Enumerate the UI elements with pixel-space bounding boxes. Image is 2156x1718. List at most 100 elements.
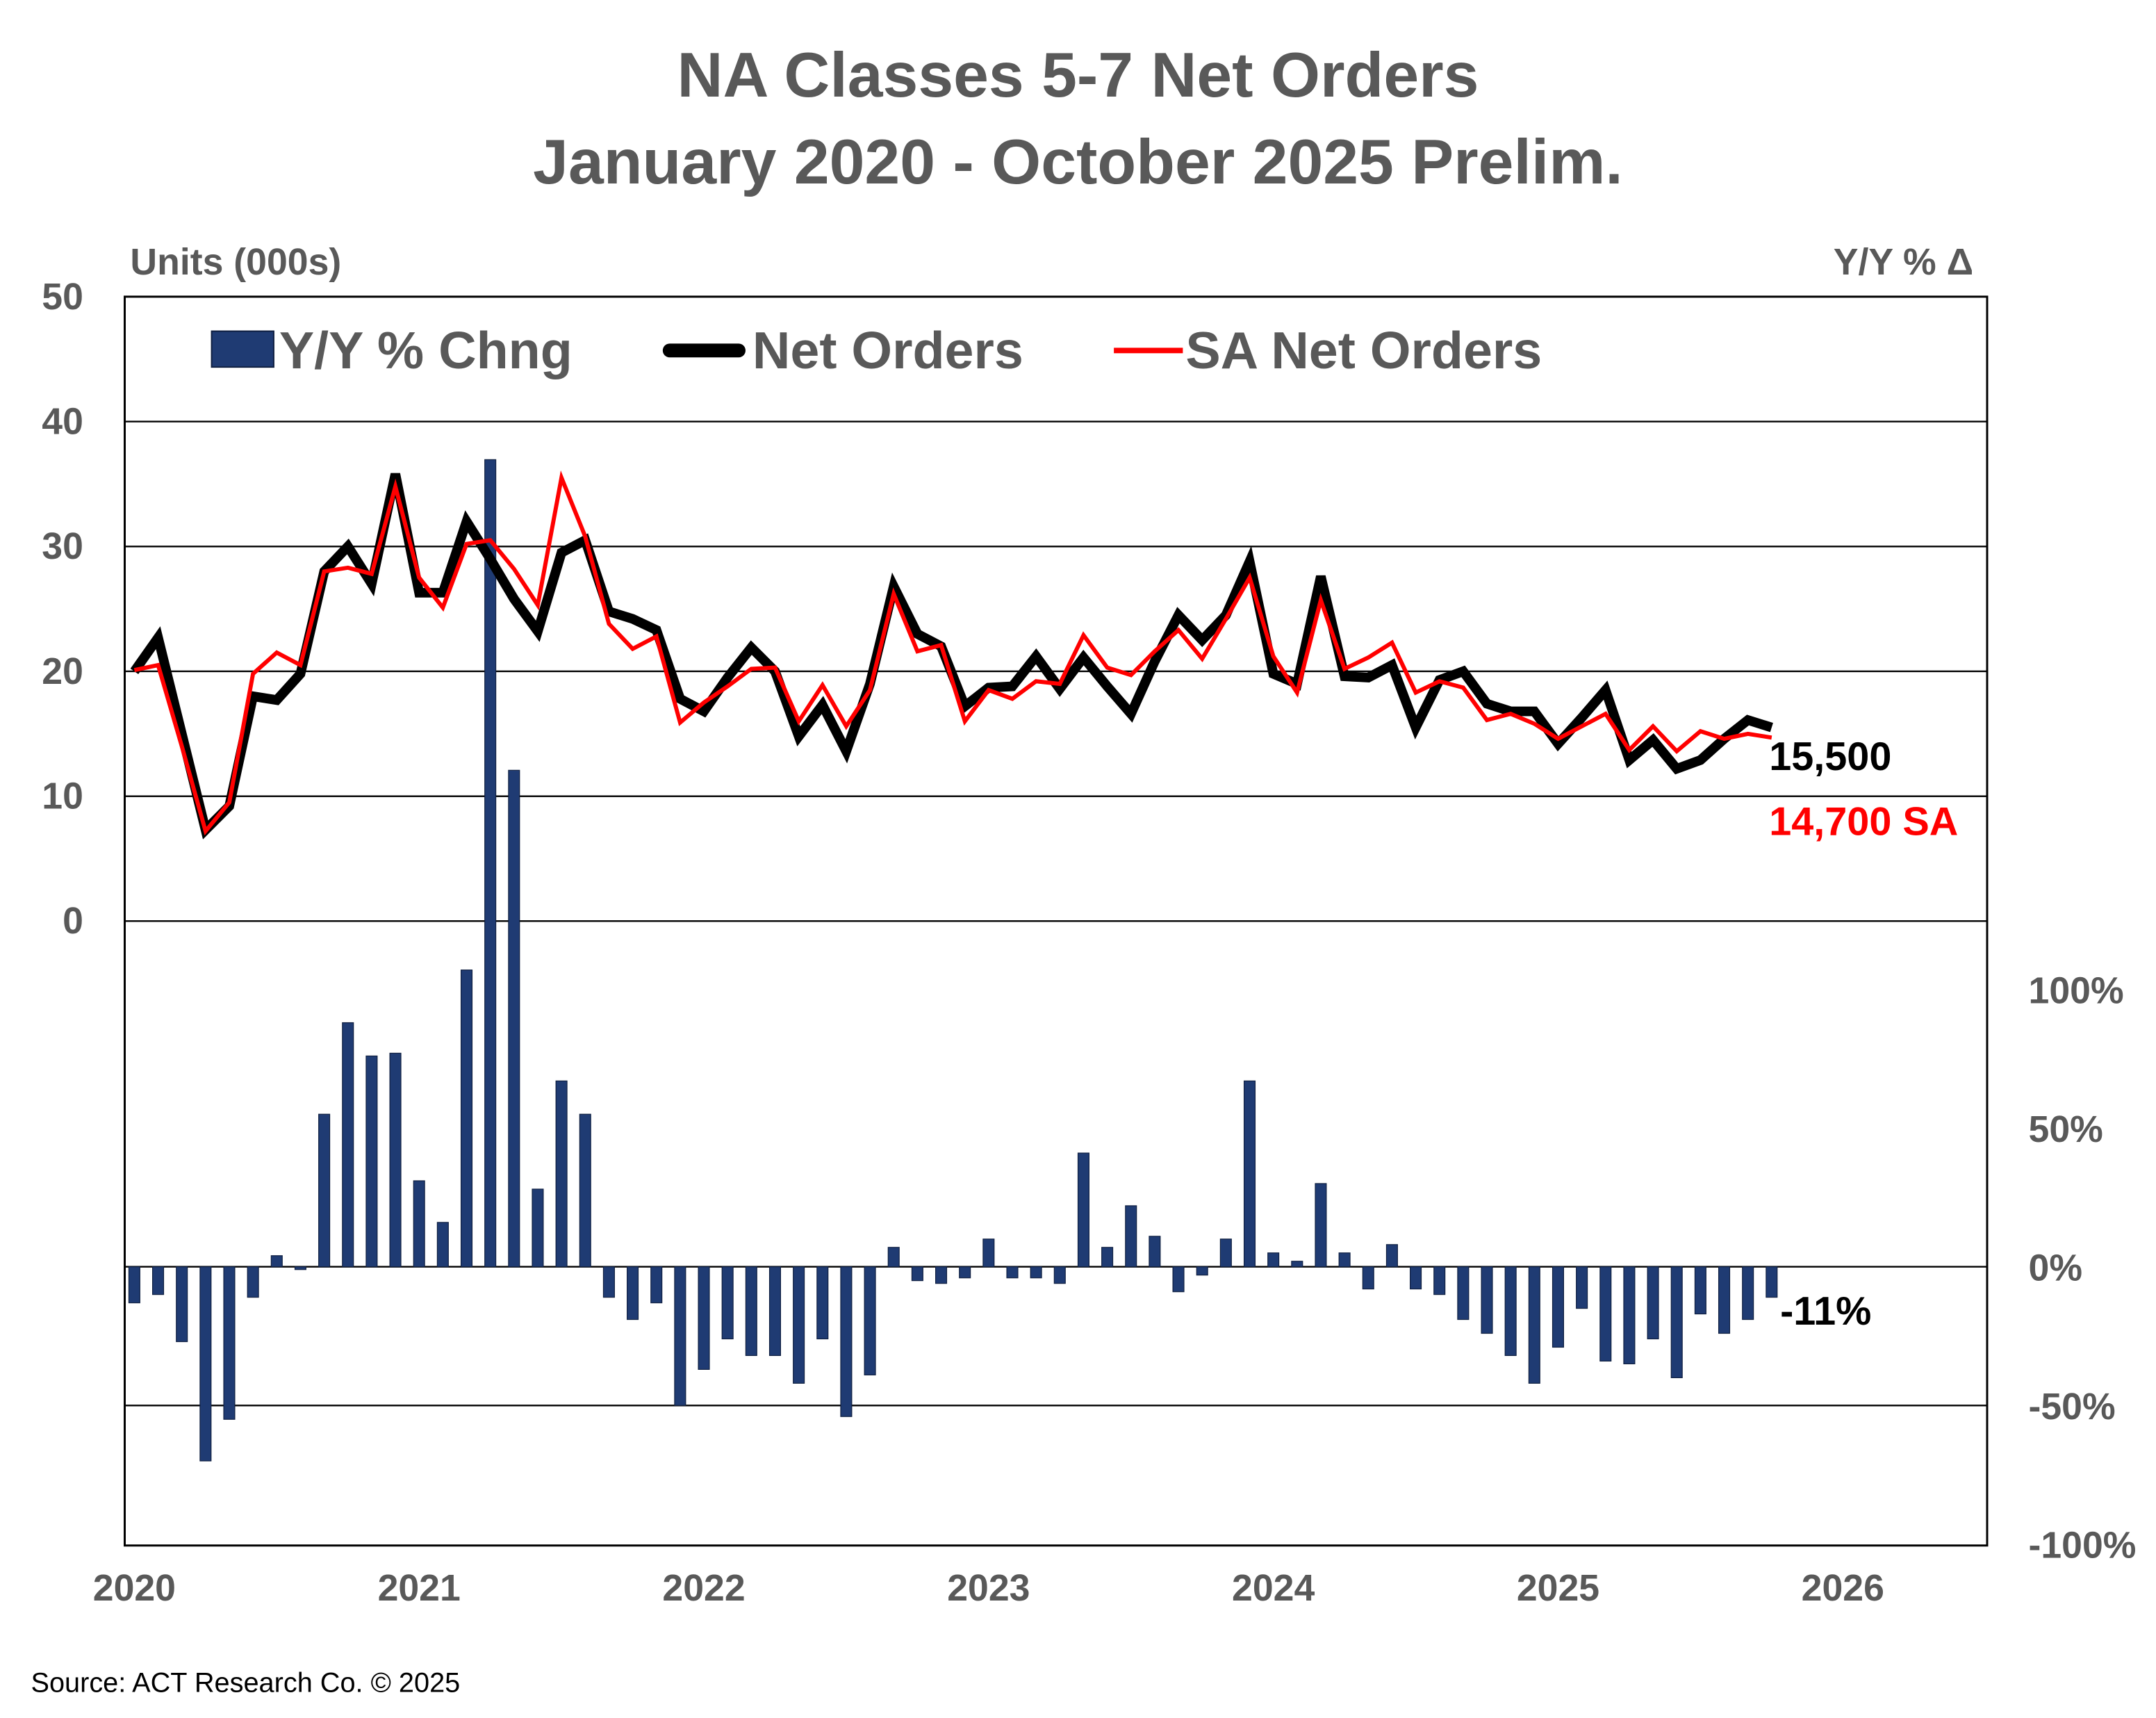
yoy-bar: [793, 1266, 805, 1384]
yoy-bar: [935, 1266, 948, 1284]
yoy-bar: [294, 1266, 306, 1270]
yoy-bar: [982, 1238, 995, 1268]
yoy-bar: [1196, 1266, 1208, 1276]
yoy-bar: [1599, 1266, 1612, 1362]
order-lines: [130, 470, 1773, 840]
yoy-bar: [959, 1266, 971, 1279]
yoy-bar: [247, 1266, 259, 1298]
left-tick-label: 40: [42, 400, 83, 442]
yoy-bar: [816, 1266, 829, 1340]
legend-swatch-bars: [211, 330, 274, 368]
yoy-bar: [1219, 1238, 1232, 1268]
left-tick-label: 10: [42, 776, 83, 817]
legend-label-net: Net Orders: [752, 321, 1023, 379]
yoy-bar: [270, 1255, 283, 1268]
yoy-bar: [1504, 1266, 1517, 1357]
right-axis-label: Y/Y % Δ: [1834, 241, 1973, 283]
yoy-bar: [413, 1180, 425, 1268]
yoy-bar: [555, 1080, 568, 1268]
right-tick-label: -50%: [2029, 1386, 2116, 1427]
yoy-bar: [1315, 1183, 1327, 1268]
yoy-bar: [650, 1266, 663, 1304]
yoy-bar: [1030, 1266, 1042, 1279]
right-tick-label: 100%: [2029, 970, 2124, 1011]
yoy-bar: [365, 1055, 378, 1268]
yoy-bar: [436, 1222, 449, 1268]
yoy-bar: [864, 1266, 876, 1375]
left-axis-label: Units (000s): [130, 241, 341, 283]
yoy-bar: [887, 1247, 900, 1268]
yoy-bar: [840, 1266, 853, 1417]
yoy-bar: [1742, 1266, 1754, 1320]
x-tick-label: 2025: [1517, 1567, 1599, 1609]
left-tick-label: 50: [42, 276, 83, 318]
yoy-bar: [674, 1266, 686, 1406]
tick-labels: 0 10 20 30 40 50 100% 50% 0% -50% -100% 2020 2021 202…: [42, 276, 2136, 1609]
yoy-bar: [1576, 1266, 1588, 1309]
yoy-bar: [484, 459, 497, 1268]
yoy-bar: [1172, 1266, 1185, 1293]
x-tick-label: 2024: [1232, 1567, 1315, 1609]
yoy-bar: [911, 1266, 923, 1282]
sa-net-orders-line: [133, 470, 1772, 836]
plot-frame: [124, 295, 1989, 1547]
yoy-bar: [508, 769, 520, 1268]
yoy-bar: [199, 1266, 212, 1462]
yoy-bar: [1077, 1152, 1089, 1268]
source-note: Source: ACT Research Co. © 2025: [31, 1667, 460, 1698]
yoy-bar: [1766, 1266, 1778, 1298]
yoy-bar: [342, 1022, 354, 1268]
legend-label-yoy: Y/Y % Chng: [279, 321, 573, 379]
yoy-bar: [1433, 1266, 1446, 1295]
yoy-bar: [460, 970, 473, 1268]
yoy-bar: [152, 1266, 165, 1295]
yoy-bar: [1125, 1205, 1137, 1268]
yoy-bar: [1481, 1266, 1493, 1334]
yoy-bar: [602, 1266, 615, 1298]
annotation-yoy-last: -11%: [1780, 1289, 1871, 1334]
yoy-bar: [1457, 1266, 1470, 1320]
annotation-net-last: 15,500: [1769, 735, 1891, 779]
yoy-bar: [1694, 1266, 1706, 1315]
yoy-bar: [318, 1113, 331, 1268]
yoy-bar: [223, 1266, 236, 1420]
yoy-bar: [1291, 1261, 1303, 1268]
right-tick-label: -100%: [2029, 1525, 2137, 1566]
left-tick-label: 30: [42, 525, 83, 567]
yoy-bar: [1362, 1266, 1374, 1290]
right-tick-label: 50%: [2029, 1108, 2103, 1150]
yoy-bar: [745, 1266, 757, 1357]
legend: Y/Y % Chng Net Orders SA Net Orders: [211, 321, 1542, 379]
yoy-bar: [128, 1266, 140, 1304]
x-tick-label: 2023: [947, 1567, 1030, 1609]
yoy-bar: [1647, 1266, 1659, 1340]
gridlines: [124, 420, 1987, 1407]
annotation-sa-last: 14,700 SA: [1769, 799, 1958, 844]
yoy-bar: [1053, 1266, 1066, 1284]
yoy-bar: [1385, 1244, 1398, 1268]
yoy-bar: [1149, 1236, 1161, 1268]
x-tick-label: 2026: [1802, 1567, 1884, 1609]
legend-label-sa: SA Net Orders: [1185, 321, 1542, 379]
yoy-bar: [532, 1188, 544, 1268]
x-tick-label: 2021: [378, 1567, 461, 1609]
yoy-bar: [1718, 1266, 1731, 1334]
yoy-bar: [721, 1266, 734, 1340]
left-tick-label: 0: [63, 900, 83, 942]
net-orders-line: [130, 473, 1773, 840]
yoy-bar: [1410, 1266, 1422, 1290]
yoy-bar: [1267, 1252, 1280, 1268]
right-tick-label: 0%: [2029, 1247, 2082, 1289]
yoy-bar: [1243, 1080, 1256, 1268]
yoy-bar: [698, 1266, 710, 1370]
yoy-bar: [768, 1266, 782, 1357]
x-tick-label: 2020: [93, 1567, 176, 1609]
yoy-bar: [1338, 1252, 1351, 1268]
yoy-bar: [1623, 1266, 1636, 1365]
yoy-bars: [128, 459, 1778, 1462]
yoy-bar: [1006, 1266, 1019, 1279]
x-tick-label: 2022: [662, 1567, 745, 1609]
chart-subtitle: January 2020 - October 2025 Prelim.: [533, 126, 1623, 197]
left-tick-label: 20: [42, 651, 83, 692]
